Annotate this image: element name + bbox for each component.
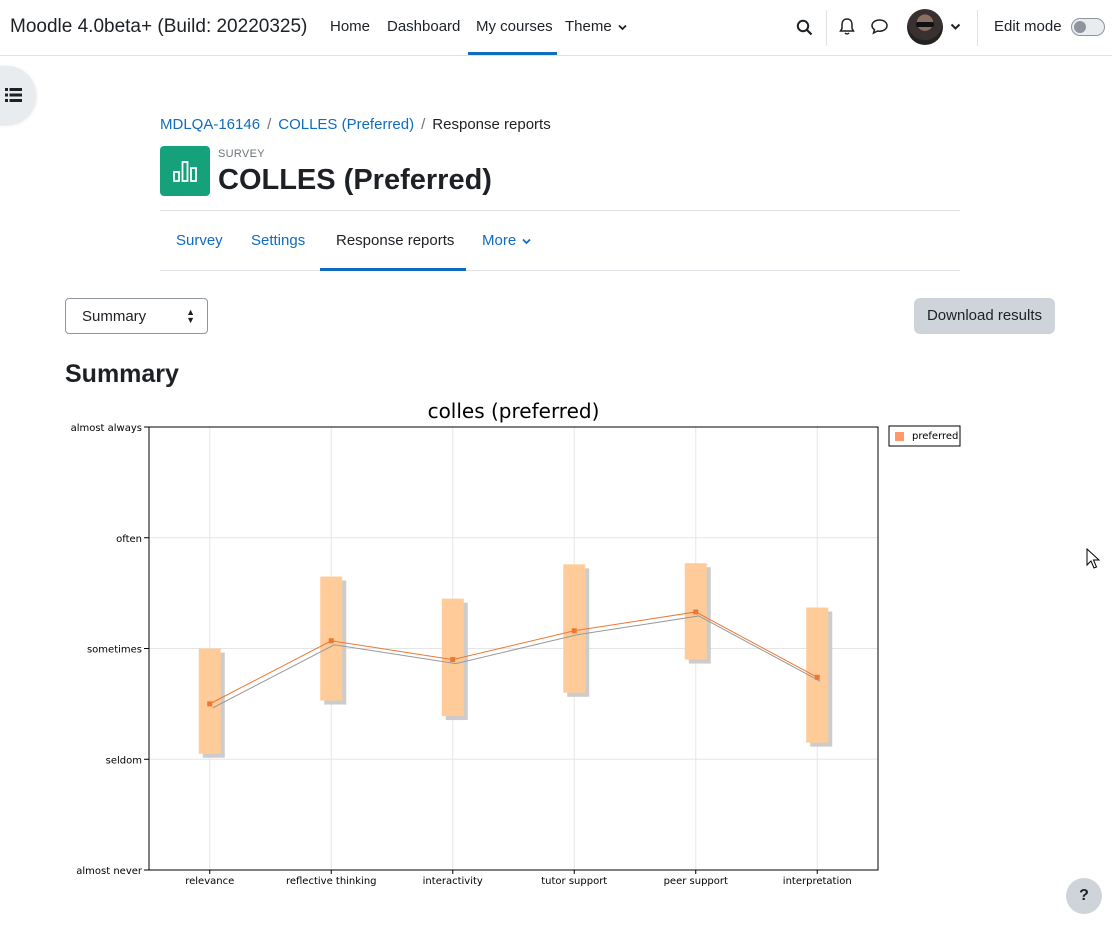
chat-icon[interactable] — [870, 18, 889, 35]
navbar-divider — [826, 10, 827, 46]
mean-point — [450, 657, 456, 663]
x-tick-label: peer support — [664, 876, 728, 887]
top-navbar: Moodle 4.0beta+ (Build: 20220325) Home D… — [0, 0, 1112, 56]
nav-link-home[interactable]: Home — [330, 18, 371, 35]
mean-point — [328, 638, 334, 644]
x-tick-label: reflective thinking — [286, 876, 377, 887]
download-results-button[interactable]: Download results — [914, 298, 1055, 334]
legend-label: preferred — [912, 431, 958, 442]
tab-survey[interactable]: Survey — [176, 232, 223, 249]
chart-title: colles (preferred) — [428, 399, 600, 423]
site-name[interactable]: Moodle 4.0beta+ (Build: 20220325) — [10, 16, 308, 37]
y-tick-label: seldom — [106, 755, 142, 766]
breadcrumb-current: Response reports — [432, 116, 551, 133]
x-tick-label: interpretation — [783, 876, 852, 887]
breadcrumb-separator: / — [267, 116, 272, 133]
mean-line — [209, 611, 818, 705]
nav-link-dashboard[interactable]: Dashboard — [387, 18, 461, 35]
page-title: COLLES (Preferred) — [218, 164, 492, 196]
toggle-knob — [1074, 21, 1086, 33]
bar-chart-icon — [173, 161, 197, 182]
y-tick-label: almost always — [71, 423, 142, 434]
report-type-value: Summary — [82, 308, 147, 325]
mean-point — [693, 609, 699, 615]
x-tick-label: interactivity — [423, 876, 483, 887]
chevron-down-icon — [618, 24, 627, 31]
user-menu-chevron-down-icon[interactable] — [950, 23, 961, 31]
mouse-cursor-icon — [1086, 548, 1100, 569]
avatar-glasses — [916, 22, 934, 27]
tab-settings[interactable]: Settings — [251, 232, 306, 249]
x-tick-label: relevance — [185, 876, 234, 887]
tab-response-reports[interactable]: Response reports — [336, 232, 455, 249]
mean-point — [207, 701, 213, 707]
report-type-select[interactable]: Summary ▲ ▼ — [65, 298, 208, 334]
mean-point — [814, 674, 820, 680]
tab-active-indicator — [320, 268, 466, 271]
nav-link-my-courses[interactable]: My courses — [476, 18, 553, 35]
secondary-navigation: Survey Settings Response reports More — [160, 211, 960, 271]
plot-border — [148, 426, 879, 871]
x-tick-label: tutor support — [541, 876, 607, 887]
breadcrumb-course[interactable]: MDLQA-16146 — [160, 116, 261, 133]
mean-line-shadow — [212, 615, 821, 709]
y-tick-label: sometimes — [87, 645, 142, 656]
tab-more-label: More — [482, 232, 517, 249]
y-tick-label: almost never — [76, 866, 143, 877]
nav-active-indicator — [468, 52, 557, 55]
tab-more[interactable]: More — [482, 232, 531, 249]
search-icon[interactable] — [796, 19, 813, 36]
breadcrumb: MDLQA-16146 / COLLES (Preferred) / Response … — [160, 116, 551, 133]
select-arrows-icon: ▲ ▼ — [186, 307, 195, 325]
range-bar — [198, 648, 221, 754]
breadcrumb-activity[interactable]: COLLES (Preferred) — [278, 116, 415, 133]
header-divider — [160, 210, 960, 211]
module-type-label: SURVEY — [218, 148, 265, 160]
nav-link-theme-label: Theme — [565, 18, 612, 35]
navbar-divider-2 — [977, 10, 978, 46]
y-tick-label: often — [116, 534, 142, 545]
user-avatar[interactable] — [907, 9, 943, 45]
nav-link-theme[interactable]: Theme — [565, 18, 627, 35]
section-title: Summary — [65, 360, 179, 388]
chevron-down-icon — [522, 238, 531, 245]
survey-module-icon — [160, 146, 210, 196]
edit-mode-label: Edit mode — [994, 18, 1062, 35]
breadcrumb-separator: / — [421, 116, 426, 133]
mean-point — [571, 628, 577, 634]
list-icon — [5, 88, 22, 102]
bell-icon[interactable] — [838, 17, 856, 36]
edit-mode-toggle[interactable] — [1071, 18, 1105, 36]
legend-swatch — [895, 432, 904, 441]
help-button[interactable]: ? — [1066, 878, 1102, 914]
legend-box — [888, 425, 961, 447]
